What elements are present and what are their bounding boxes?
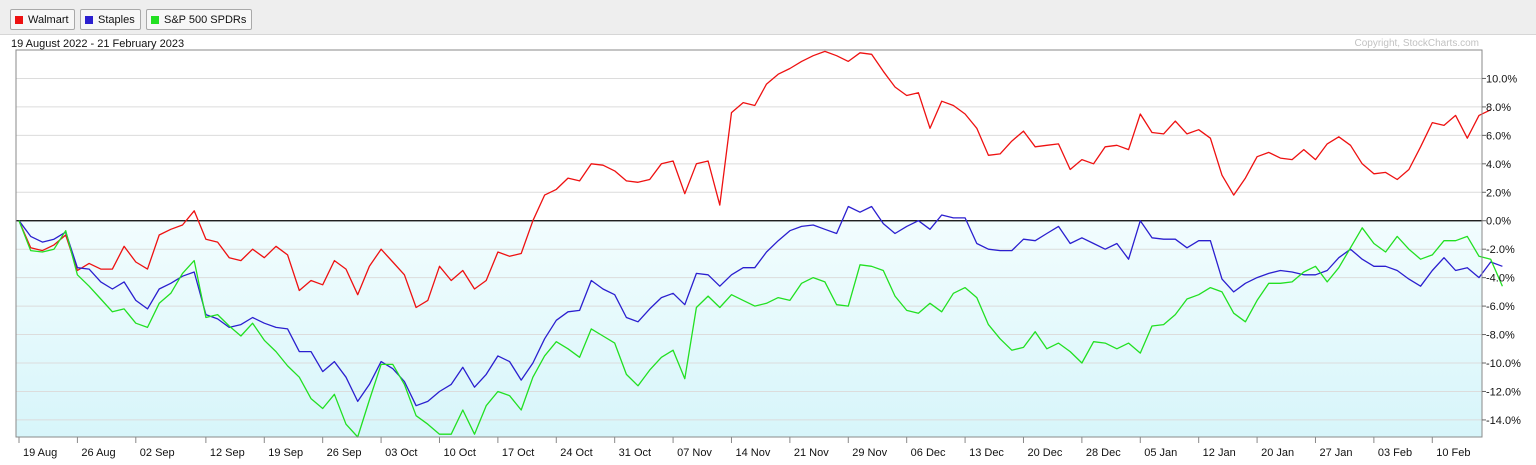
y-tick-label: -10.0% <box>1486 358 1521 370</box>
x-tick-label: 03 Feb <box>1378 447 1412 459</box>
y-tick-label: -6.0% <box>1486 301 1515 313</box>
x-tick-label: 05 Jan <box>1144 447 1177 459</box>
sp500-swatch-icon <box>151 15 159 24</box>
legend-item-staples[interactable]: Staples <box>80 9 141 30</box>
y-tick-label: -14.0% <box>1486 415 1521 427</box>
x-tick-label: 29 Nov <box>852 447 887 459</box>
legend-item-walmart[interactable]: Walmart <box>10 9 75 30</box>
y-tick-label: -8.0% <box>1486 330 1515 342</box>
x-tick-label: 10 Oct <box>443 447 475 459</box>
x-tick-label: 14 Nov <box>735 447 770 459</box>
y-tick-label: 4.0% <box>1486 159 1511 171</box>
x-tick-label: 27 Jan <box>1319 447 1352 459</box>
x-tick-label: 20 Jan <box>1261 447 1294 459</box>
y-tick-label: 0.0% <box>1486 216 1511 228</box>
x-tick-label: 24 Oct <box>560 447 592 459</box>
y-tick-label: -12.0% <box>1486 386 1521 398</box>
legend-label-staples: Staples <box>98 13 135 26</box>
y-tick-label: 10.0% <box>1486 73 1517 85</box>
x-tick-label: 31 Oct <box>619 447 651 459</box>
x-tick-label: 19 Sep <box>268 447 303 459</box>
x-tick-label: 06 Dec <box>911 447 946 459</box>
legend-label-sp500: S&P 500 SPDRs <box>164 13 247 26</box>
series-line-walmart <box>18 50 1491 309</box>
x-axis: 19 Aug 26 Aug 02 Sep 12 Sep 19 Sep 26 Sep 03 O… <box>18 437 1471 459</box>
x-tick-label: 07 Nov <box>677 447 712 459</box>
legend-item-sp500[interactable]: S&P 500 SPDRs <box>146 9 253 30</box>
x-tick-label: 26 Aug <box>81 447 115 459</box>
x-tick-label: 28 Dec <box>1086 447 1121 459</box>
walmart-swatch-icon <box>15 15 23 24</box>
legend-label-walmart: Walmart <box>28 13 69 26</box>
copyright: Copyright, StockCharts.com <box>1354 38 1480 49</box>
x-tick-label: 12 Sep <box>210 447 245 459</box>
x-tick-label: 21 Nov <box>794 447 829 459</box>
x-tick-label: 03 Oct <box>385 447 417 459</box>
staples-swatch-icon <box>85 15 93 24</box>
series-line-staples <box>18 205 1503 407</box>
y-axis: 10.0% 8.0% 6.0% 4.0% 2.0% 0.0% -2.0% -4.0% -6.0%… <box>1482 73 1521 427</box>
legend-bar: Walmart Staples S&P 500 SPDRs <box>0 0 1536 35</box>
negative-area-shade <box>16 220 1482 437</box>
x-tick-label: 26 Sep <box>327 447 362 459</box>
date-range: 19 August 2022 - 21 February 2023 <box>11 38 185 50</box>
x-tick-label: 13 Dec <box>969 447 1004 459</box>
y-tick-label: 2.0% <box>1486 187 1511 199</box>
series-line-sp500 <box>18 220 1503 438</box>
x-tick-label: 20 Dec <box>1027 447 1062 459</box>
x-tick-label: 19 Aug <box>23 447 57 459</box>
y-tick-label: -2.0% <box>1486 244 1515 256</box>
y-tick-label: 6.0% <box>1486 130 1511 142</box>
x-tick-label: 17 Oct <box>502 447 534 459</box>
y-tick-label: 8.0% <box>1486 102 1511 114</box>
x-tick-label: 02 Sep <box>140 447 175 459</box>
series-lines <box>18 50 1503 438</box>
grid-lines <box>16 77 1482 421</box>
x-tick-label: 12 Jan <box>1203 447 1236 459</box>
plot-border <box>15 49 1483 438</box>
y-tick-label: -4.0% <box>1486 273 1515 285</box>
x-tick-label: 10 Feb <box>1436 447 1470 459</box>
